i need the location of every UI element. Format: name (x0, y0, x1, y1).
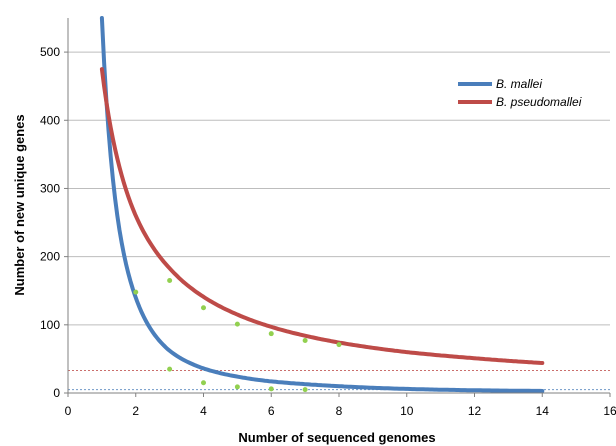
x-tick-label: 0 (65, 404, 72, 418)
series-line (99, 67, 545, 365)
axes (64, 18, 611, 397)
legend: B. mallei B. pseudomallei (458, 77, 582, 109)
x-tick-label: 8 (336, 404, 343, 418)
x-tick-label: 14 (536, 404, 550, 418)
x-tick-label: 2 (132, 404, 139, 418)
data-point (268, 386, 274, 392)
x-tick-label: 4 (200, 404, 207, 418)
x-tick-label: 16 (603, 404, 616, 418)
legend-label: B. pseudomallei (496, 95, 582, 109)
data-point (302, 338, 308, 343)
y-tick-label: 500 (40, 45, 60, 59)
data-point (234, 321, 240, 327)
x-tick-label: 6 (268, 404, 275, 418)
data-point (201, 305, 206, 311)
y-tick-label: 300 (40, 181, 60, 195)
y-tick-label: 200 (40, 250, 60, 264)
y-axis-title: Number of new unique genes (12, 114, 27, 295)
series-line (99, 16, 545, 393)
data-point (133, 289, 139, 295)
y-tick-label: 0 (53, 386, 60, 400)
fit-curves (99, 16, 545, 393)
data-point (234, 384, 240, 390)
x-tick-label: 10 (400, 404, 414, 418)
y-tick-label: 400 (40, 113, 60, 127)
tick-labels: 0 100 200 300 400 500 0 2 4 6 8 10 12 14 16 (40, 45, 616, 418)
gridlines (68, 51, 610, 326)
y-tick-label: 100 (40, 318, 60, 332)
data-point (336, 342, 342, 348)
x-tick-label: 12 (468, 404, 482, 418)
data-point (167, 366, 173, 372)
data-point (167, 278, 173, 283)
data-point (268, 331, 274, 337)
observed-points (133, 278, 342, 393)
data-point (302, 387, 308, 393)
data-point (201, 380, 206, 386)
legend-label: B. mallei (496, 77, 542, 91)
x-axis-title: Number of sequenced genomes (238, 430, 435, 445)
